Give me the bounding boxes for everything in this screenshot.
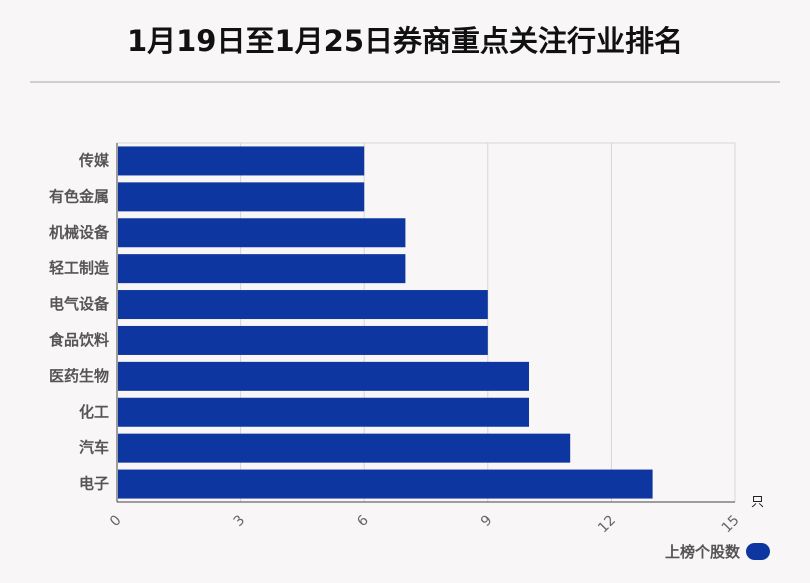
- bar-layer: [118, 146, 653, 499]
- bar: [118, 218, 406, 248]
- bar: [118, 433, 571, 463]
- category-label: 电气设备: [49, 295, 110, 313]
- category-label: 医药生物: [49, 367, 109, 385]
- x-unit-label: 只: [751, 495, 764, 510]
- axis-layer: [116, 143, 735, 503]
- category-label: 机械设备: [49, 223, 110, 241]
- category-label: 轻工制造: [49, 259, 109, 277]
- category-label: 食品饮料: [49, 331, 109, 349]
- x-tick-label: 0: [107, 512, 125, 530]
- category-label: 化工: [79, 403, 109, 421]
- bar: [118, 469, 653, 499]
- category-label: 有色金属: [49, 187, 109, 205]
- x-tick-label: 3: [231, 512, 249, 530]
- legend: 上榜个股数: [665, 541, 770, 562]
- category-label: 传媒: [78, 151, 110, 169]
- bar: [118, 146, 365, 176]
- bar: [118, 397, 529, 427]
- bar: [118, 182, 365, 212]
- legend-label: 上榜个股数: [664, 543, 740, 561]
- bar: [118, 290, 488, 320]
- category-label: 电子: [79, 475, 109, 493]
- bar: [118, 361, 529, 391]
- bar: [118, 254, 406, 284]
- x-tick-label: 9: [478, 512, 496, 530]
- x-tick-label: 6: [354, 512, 372, 530]
- category-label: 汽车: [79, 439, 109, 457]
- chart-title: 1月19日至1月25日券商重点关注行业排名: [126, 24, 684, 58]
- x-tick-label: 12: [595, 512, 619, 536]
- title-divider: [30, 81, 780, 83]
- bar: [118, 325, 488, 355]
- legend-swatch: [746, 543, 770, 560]
- x-tick-label: 15: [719, 512, 743, 536]
